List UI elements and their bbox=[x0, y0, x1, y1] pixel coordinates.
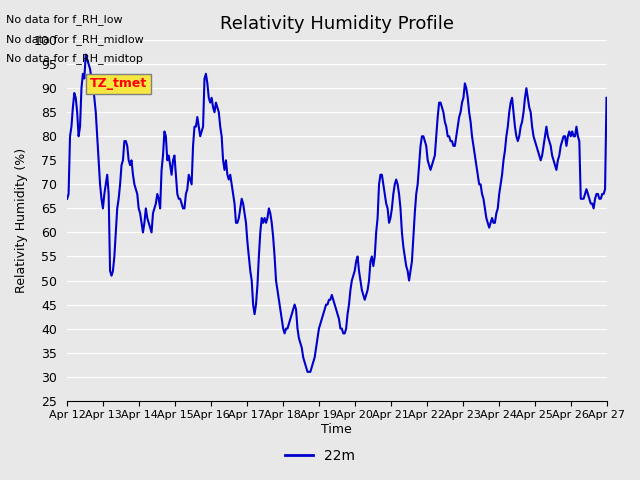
X-axis label: Time: Time bbox=[321, 423, 352, 436]
Text: No data for f_RH_midlow: No data for f_RH_midlow bbox=[6, 34, 144, 45]
Text: TZ_tmet: TZ_tmet bbox=[90, 77, 147, 91]
Text: No data for f_RH_midtop: No data for f_RH_midtop bbox=[6, 53, 143, 64]
Title: Relativity Humidity Profile: Relativity Humidity Profile bbox=[220, 15, 454, 33]
Y-axis label: Relativity Humidity (%): Relativity Humidity (%) bbox=[15, 148, 28, 293]
Legend: 22m: 22m bbox=[280, 443, 360, 468]
Text: No data for f_RH_low: No data for f_RH_low bbox=[6, 14, 123, 25]
